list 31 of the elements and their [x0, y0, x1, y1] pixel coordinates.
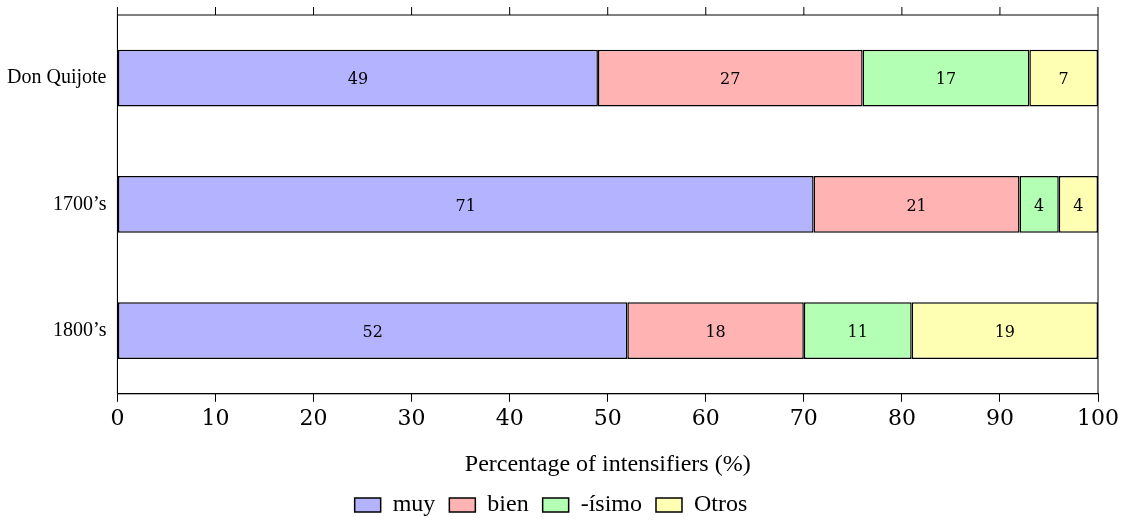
x-tick-label: 20	[299, 404, 328, 430]
y-tick-label: Don Quijote	[7, 65, 107, 89]
x-tick-label: 50	[593, 404, 622, 430]
data-label: 21	[906, 195, 927, 215]
x-tick-label: 100	[1077, 404, 1119, 430]
y-tick-label: 1800’s	[53, 317, 107, 340]
data-label: 19	[994, 321, 1016, 341]
data-label: 7	[1058, 69, 1069, 89]
x-tick-label: 0	[110, 404, 125, 430]
x-tick-label: 40	[495, 404, 524, 430]
data-label: 17	[935, 69, 957, 89]
x-axis-title: Percentage of intensifiers (%)	[464, 449, 751, 476]
data-label: 49	[347, 69, 369, 89]
data-label: 4	[1073, 195, 1084, 215]
y-tick-label: 1700’s	[53, 191, 107, 214]
x-tick-label: 30	[397, 404, 426, 430]
data-label: 4	[1034, 195, 1045, 215]
x-tick-label: 80	[887, 404, 916, 430]
x-tick-label: 70	[789, 404, 818, 430]
legend-label: Otros	[694, 490, 748, 517]
x-tick-label: 10	[201, 404, 230, 430]
data-label: 71	[455, 195, 476, 215]
legend-label: -ísimo	[580, 490, 642, 517]
legend-label: muy	[392, 490, 436, 517]
data-label: 27	[720, 69, 741, 89]
legend-label: bien	[487, 490, 529, 517]
x-tick-label: 60	[691, 404, 720, 430]
data-label: 18	[705, 321, 726, 341]
x-tick-label: 90	[985, 404, 1014, 430]
data-label: 11	[847, 321, 868, 341]
data-label: 52	[362, 321, 383, 341]
